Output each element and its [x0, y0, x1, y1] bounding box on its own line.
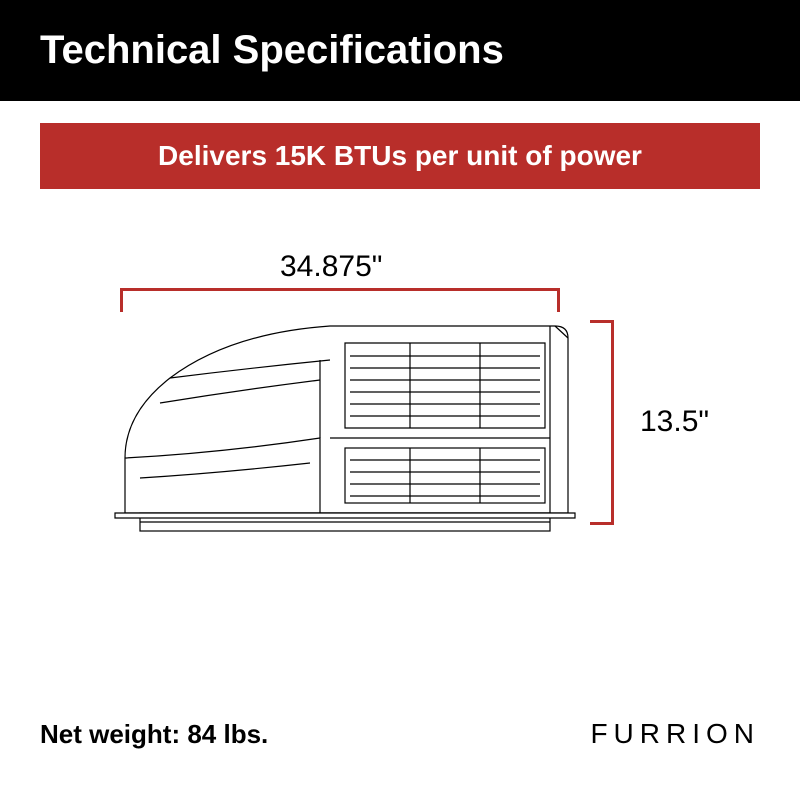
width-dimension-label: 34.875" [280, 250, 382, 284]
banner: Delivers 15K BTUs per unit of power [40, 123, 760, 189]
net-weight-label: Net weight: 84 lbs. [40, 719, 268, 750]
brand-logo: FURRION [590, 718, 760, 750]
width-dimension-bracket [120, 288, 560, 312]
footer: Net weight: 84 lbs. FURRION [0, 718, 800, 750]
banner-text: Delivers 15K BTUs per unit of power [60, 140, 740, 172]
height-dimension-label: 13.5" [640, 405, 709, 439]
height-dimension-bracket [590, 320, 614, 525]
product-line-drawing [110, 318, 580, 548]
page-title: Technical Specifications [40, 28, 760, 73]
header-bar: Technical Specifications [0, 0, 800, 101]
diagram-area: 34.875" 13.5" [0, 240, 800, 690]
